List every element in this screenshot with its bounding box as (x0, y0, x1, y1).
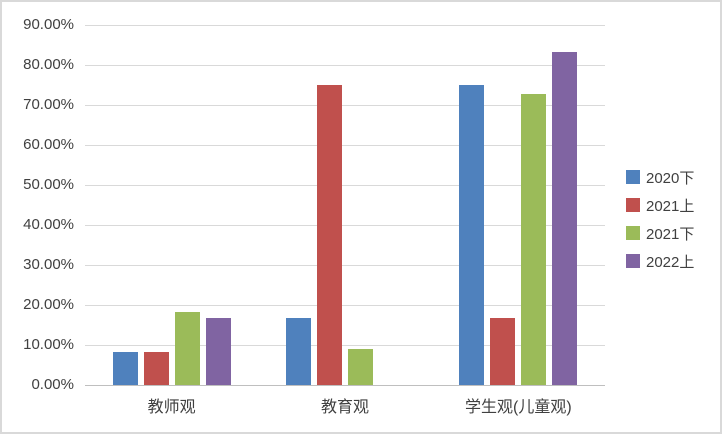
bar-2022上-教师观 (205, 318, 231, 385)
y-axis-tick-label: 90.00% (23, 16, 74, 33)
x-axis-category-label: 学生观(儿童观) (464, 399, 572, 416)
y-axis-tick-label: 30.00% (23, 256, 74, 273)
gridline (85, 304, 605, 306)
x-axis-category-label: 教育观 (320, 399, 369, 416)
gridline (85, 104, 605, 106)
bar-2020下-教师观 (112, 351, 138, 385)
bar-2022上-学生观(儿童观) (552, 51, 578, 385)
gridline (85, 224, 605, 226)
legend-swatch-icon (626, 170, 640, 184)
bar-2021下-教育观 (348, 348, 373, 385)
gridline (85, 264, 605, 266)
x-axis-category-label: 教师观 (147, 399, 196, 416)
y-axis-tick-label: 40.00% (23, 216, 74, 233)
y-axis-tick-label: 80.00% (23, 56, 74, 73)
y-axis-tick-label: 50.00% (23, 176, 74, 193)
bar-2020下-学生观(儿童观) (459, 85, 485, 385)
legend-swatch-icon (626, 198, 640, 212)
legend-item: 2020下 (626, 163, 694, 191)
x-axis-line (85, 384, 605, 386)
y-axis-tick-label: 10.00% (23, 336, 74, 353)
y-axis-tick-label: 0.00% (31, 376, 74, 393)
bar-2021上-教师观 (143, 351, 169, 385)
gridline (85, 24, 605, 26)
gridline (85, 64, 605, 66)
legend-swatch-icon (626, 226, 640, 240)
legend-item: 2021上 (626, 191, 694, 219)
legend-label: 2022上 (646, 253, 695, 271)
bar-2020下-教育观 (286, 318, 311, 385)
bar-2021上-教育观 (317, 85, 342, 385)
y-axis-tick-label: 20.00% (23, 296, 74, 313)
bar-2021下-教师观 (174, 312, 200, 385)
legend-swatch-icon (626, 254, 640, 268)
legend-label: 2021上 (646, 197, 695, 215)
gridline (85, 344, 605, 346)
legend-item: 2022上 (626, 247, 694, 275)
legend-label: 2021下 (646, 225, 695, 243)
legend-label: 2020下 (646, 169, 695, 187)
y-axis-tick-label: 70.00% (23, 96, 74, 113)
legend-item: 2021下 (626, 219, 694, 247)
y-axis-tick-label: 60.00% (23, 136, 74, 153)
bar-2021上-学生观(儿童观) (490, 318, 516, 385)
bar-2021下-学生观(儿童观) (521, 94, 547, 385)
gridline (85, 144, 605, 146)
gridline (85, 184, 605, 186)
